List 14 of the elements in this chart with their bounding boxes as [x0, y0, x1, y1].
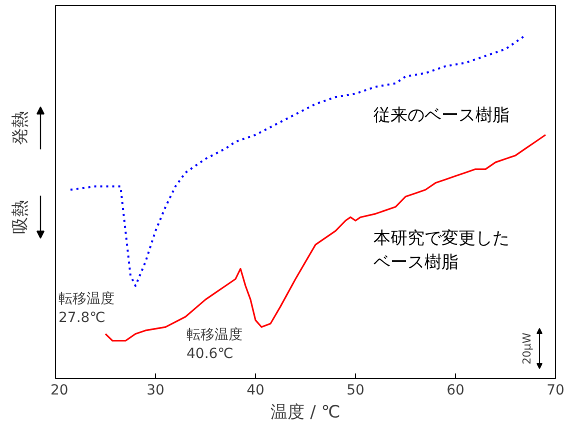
- x-tick-label: 70: [546, 382, 564, 398]
- text: 発熱: [10, 111, 30, 146]
- x-tick-label: 20: [50, 382, 68, 398]
- x-tick-label: 50: [346, 382, 364, 398]
- annotation: 20μW: [520, 332, 534, 364]
- annotation: 転移温度 27.8℃: [58, 290, 114, 326]
- x-axis-title: 温度 / ℃: [270, 402, 340, 422]
- text: 吸熱: [10, 200, 30, 234]
- x-tick-label: 30: [146, 382, 164, 398]
- x-tick-label: 60: [446, 382, 464, 398]
- x-tick-label: 40: [246, 382, 264, 398]
- series-label: 本研究で変更したベース樹脂: [374, 228, 510, 272]
- series-label: 従来のベース樹脂: [374, 106, 510, 126]
- annotation: 転移温度 40.6℃: [186, 327, 242, 362]
